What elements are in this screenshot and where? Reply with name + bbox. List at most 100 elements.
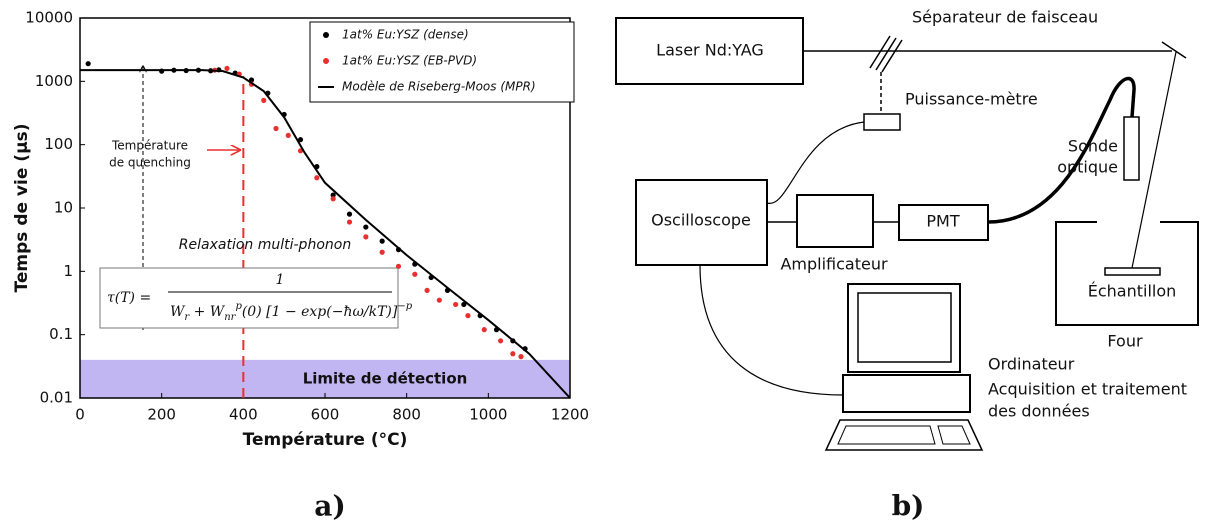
x-tick-label: 600 — [311, 406, 340, 424]
data-point — [518, 354, 524, 360]
data-point — [436, 297, 442, 303]
quenching-label: Température — [111, 139, 188, 153]
label: Séparateur de faisceau — [912, 8, 1098, 27]
x-tick-label: 800 — [392, 406, 421, 424]
data-point — [346, 219, 353, 225]
x-axis-label: Température (°C) — [243, 430, 408, 450]
model-line — [80, 69, 571, 399]
legend-swatch — [323, 32, 329, 38]
formula-part: nr — [224, 312, 236, 323]
label: Acquisition et traitement — [988, 380, 1187, 399]
data-point — [330, 196, 336, 202]
x-tick-label: 0 — [75, 406, 85, 424]
y-tick-label: 1 — [63, 262, 73, 280]
panel-label: a) — [314, 490, 345, 523]
label: Laser Nd:YAG — [656, 41, 764, 60]
y-tick-label: 10 — [54, 199, 73, 217]
formula-part: r — [184, 312, 190, 323]
legend-label: 1at% Eu:YSZ (dense) — [342, 28, 469, 42]
monitor — [847, 283, 961, 373]
probe-box — [1123, 116, 1140, 181]
legend-label: Modèle de Riseberg-Moos (MPR) — [342, 80, 536, 94]
data-point — [481, 327, 487, 333]
label: Ordinateur — [988, 355, 1075, 374]
data-point — [363, 224, 369, 230]
label: des données — [988, 402, 1090, 421]
data-point — [510, 351, 516, 357]
label: Sonde — [1068, 137, 1118, 156]
cable — [766, 121, 865, 204]
formula-part: (0) [1 − exp(−ħω/kT)] — [242, 304, 398, 320]
cable — [699, 264, 844, 396]
data-point — [224, 65, 230, 72]
formula-part: + W — [189, 304, 226, 320]
label: PMT — [926, 212, 959, 231]
detection-band — [80, 359, 570, 398]
legend-swatch — [323, 58, 329, 64]
formula-part: W — [170, 304, 186, 320]
diagram-panel — [615, 17, 1199, 451]
mirror — [1161, 41, 1187, 59]
data-point — [379, 238, 385, 244]
data-point — [285, 132, 291, 139]
screen — [857, 292, 952, 363]
label: Puissance-mètre — [905, 90, 1038, 109]
y-tick-label: 10000 — [25, 9, 73, 27]
data-point — [346, 211, 353, 217]
chart-panel: Limite de détection1000010001001010.10.0… — [12, 9, 589, 451]
optical-fiber — [987, 76, 1136, 224]
label: Oscilloscope — [651, 211, 751, 230]
data-point — [461, 301, 467, 308]
quenching-label: de quenching — [109, 156, 191, 170]
label: Échantillon — [1088, 282, 1177, 301]
data-point — [395, 263, 402, 269]
panel-label: b) — [892, 490, 925, 523]
data-point — [297, 137, 304, 143]
data-point — [412, 271, 418, 277]
data-point — [497, 338, 504, 344]
power-meter-box — [863, 113, 901, 131]
furnace — [1055, 221, 1199, 326]
label: optique — [1057, 158, 1118, 177]
data-point — [330, 192, 336, 198]
diagram-labels: Laser Nd:YAG Séparateur de faisceau Puis… — [651, 8, 1187, 421]
x-tick-label: 200 — [147, 406, 176, 424]
keyboard-keys — [837, 425, 971, 445]
beam — [1131, 51, 1177, 269]
x-tick-label: 1000 — [469, 406, 507, 424]
legend-box — [309, 21, 575, 103]
keyboard — [824, 419, 984, 451]
formula-part: −p — [397, 301, 412, 312]
formula-lhs: τ(T) = — [107, 290, 151, 306]
computer-unit — [842, 374, 971, 413]
formula-denominator: Wr + Wnrp(0) [1 − exp(−ħω/kT)]−p — [170, 301, 413, 323]
annotation: Relaxation multi-phonon — [179, 237, 351, 253]
data-point — [273, 125, 279, 132]
y-tick-label: 1000 — [35, 72, 73, 90]
data-point — [453, 301, 459, 308]
legend-label: 1at% Eu:YSZ (EB-PVD) — [342, 54, 477, 68]
data-point — [85, 61, 91, 67]
label: Four — [1107, 332, 1143, 351]
detection-label: Limite de détection — [303, 369, 468, 387]
data-point — [261, 97, 267, 103]
formula-numerator: 1 — [276, 272, 285, 288]
formula-box — [99, 267, 399, 329]
y-tick-label: 0.01 — [40, 389, 73, 407]
data-point — [314, 175, 320, 181]
y-tick-label: 100 — [44, 135, 73, 153]
amplifier-box — [796, 194, 874, 248]
formula-part: p — [235, 301, 242, 312]
data-point — [379, 249, 385, 255]
y-axis-label: Temps de vie (µs) — [12, 124, 32, 293]
beam-splitter — [869, 35, 903, 73]
y-tick-label: 0.1 — [49, 325, 73, 343]
sample-plate — [1104, 267, 1161, 276]
data-point — [363, 234, 369, 240]
data-point — [465, 313, 471, 319]
x-tick-label: 1200 — [551, 406, 589, 424]
label: Amplificateur — [780, 255, 888, 274]
data-point — [424, 287, 430, 293]
x-tick-label: 400 — [229, 406, 258, 424]
